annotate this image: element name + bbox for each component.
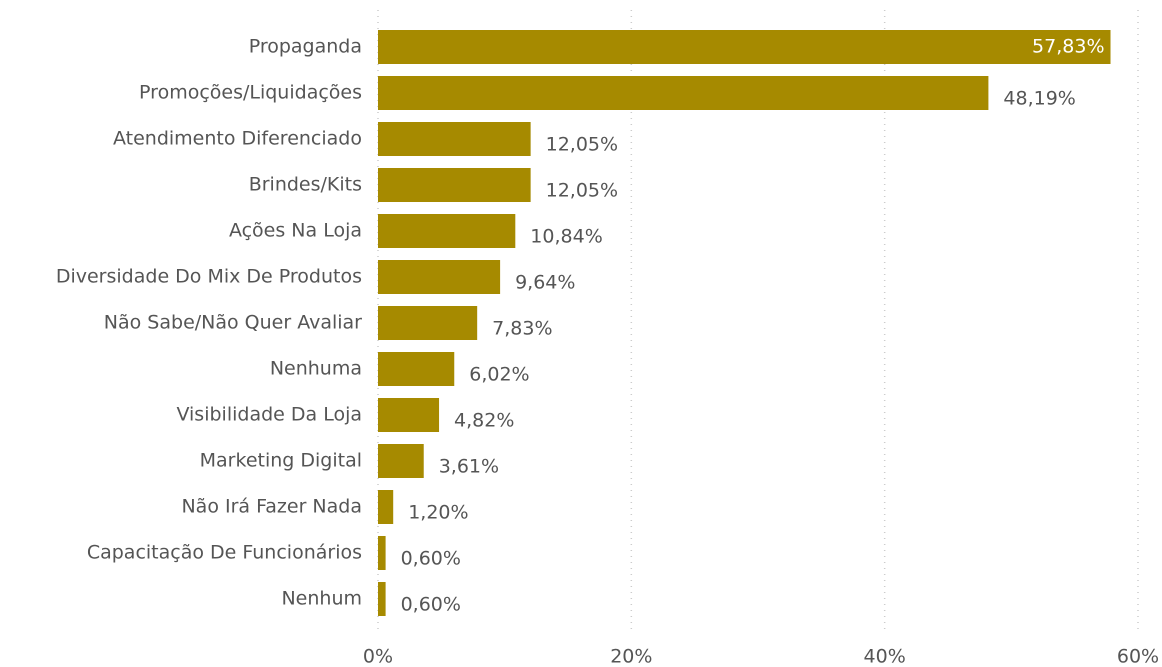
x-tick-label: 20% [610,646,652,667]
y-tick-label: Não Sabe/Não Quer Avaliar [104,312,362,334]
data-label: 7,83% [492,318,552,340]
y-tick-label: Capacitação De Funcionários [87,542,362,564]
y-tick-label: Propaganda [249,36,362,58]
data-label: 4,82% [454,410,514,432]
data-label: 57,83% [1032,36,1104,58]
bar [378,306,478,340]
bar [378,76,989,110]
bar [378,536,386,570]
y-tick-label: Promoções/Liquidações [139,82,362,104]
data-label: 12,05% [546,180,618,202]
data-label: 9,64% [515,272,575,294]
y-tick-label: Nenhum [281,588,362,610]
data-label: 48,19% [1003,88,1075,110]
data-label: 0,60% [401,594,461,616]
x-tick-label: 0% [363,646,393,667]
bar [378,122,531,156]
data-label: 0,60% [401,548,461,570]
bar [378,30,1111,64]
data-label: 3,61% [439,456,499,478]
data-label: 10,84% [530,226,602,248]
data-label: 6,02% [469,364,529,386]
data-label: 12,05% [546,134,618,156]
y-tick-label: Brindes/Kits [249,174,362,196]
y-tick-label: Visibilidade Da Loja [176,404,362,426]
x-tick-label: 60% [1117,646,1159,667]
bar [378,352,455,386]
y-tick-label: Atendimento Diferenciado [113,128,362,150]
bar [378,260,501,294]
bar [378,444,424,478]
x-tick-label: 40% [864,646,906,667]
bar [378,490,394,524]
y-tick-label: Nenhuma [270,358,362,380]
bar [378,582,386,616]
y-tick-label: Ações Na Loja [229,220,362,242]
bar [378,168,531,202]
data-label: 1,20% [408,502,468,524]
y-tick-label: Marketing Digital [200,450,362,472]
y-tick-label: Diversidade Do Mix De Produtos [56,266,362,288]
bar [378,214,516,248]
y-tick-label: Não Irá Fazer Nada [181,496,362,518]
bar [378,398,440,432]
